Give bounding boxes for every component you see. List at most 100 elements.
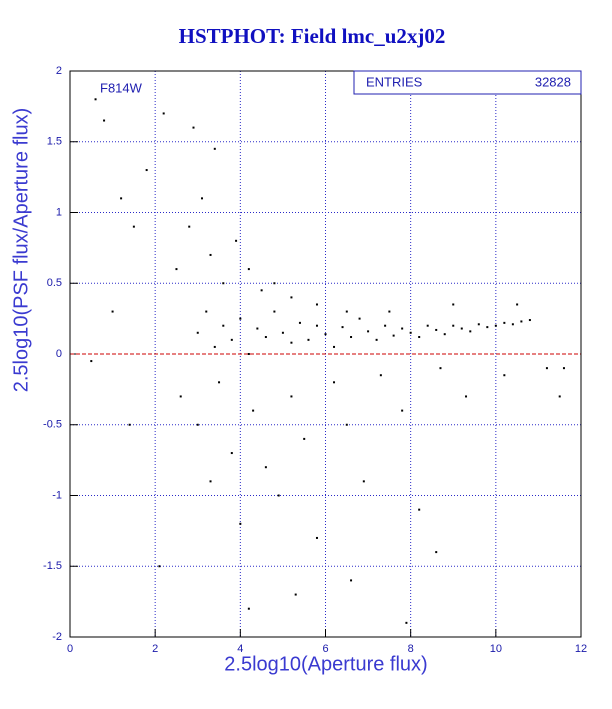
point (486, 326, 489, 329)
point (418, 508, 421, 511)
point (235, 239, 238, 242)
point (494, 324, 497, 327)
point (252, 409, 255, 412)
point (205, 310, 208, 313)
point (273, 310, 276, 313)
y-tick-label: 1 (56, 206, 62, 218)
point (175, 268, 178, 271)
x-tick-label: 8 (408, 643, 414, 655)
point (111, 310, 114, 313)
point (277, 494, 280, 497)
point (516, 303, 519, 306)
point (333, 381, 336, 384)
point (503, 321, 506, 324)
stats-value: 32828 (535, 74, 571, 89)
point (162, 112, 165, 115)
x-tick-label: 10 (490, 643, 502, 655)
point (439, 367, 442, 370)
point (239, 522, 242, 525)
point (230, 452, 233, 455)
point (201, 197, 204, 200)
point (367, 330, 370, 333)
point (345, 423, 348, 426)
point (264, 336, 267, 339)
y-tick-label: 2 (56, 65, 62, 77)
point (545, 367, 548, 370)
point (196, 423, 199, 426)
point (281, 331, 284, 334)
point (345, 310, 348, 313)
point (192, 126, 195, 129)
point (460, 327, 463, 330)
point (303, 437, 306, 440)
annotation: F814W (100, 80, 143, 95)
point (409, 331, 412, 334)
point (443, 333, 446, 336)
point (418, 336, 421, 339)
y-tick-label: 0 (56, 348, 62, 360)
x-tick-label: 4 (237, 643, 243, 655)
point (260, 289, 263, 292)
point (179, 395, 182, 398)
y-tick-label: 0.5 (47, 277, 62, 289)
point (350, 336, 353, 339)
y-tick-label: -0.5 (43, 419, 62, 431)
point (94, 98, 97, 101)
point (358, 317, 361, 320)
point (315, 536, 318, 539)
point (558, 395, 561, 398)
point (213, 147, 216, 150)
point (375, 338, 378, 341)
point (350, 579, 353, 582)
point (273, 282, 276, 285)
point (298, 321, 301, 324)
point (158, 565, 161, 568)
point (290, 296, 293, 299)
point (388, 310, 391, 313)
point (503, 374, 506, 377)
point (247, 268, 250, 271)
point (435, 328, 438, 331)
x-tick-label: 2 (152, 643, 158, 655)
point (401, 327, 404, 330)
point (520, 320, 523, 323)
y-tick-label: -2 (52, 631, 62, 643)
point (392, 334, 395, 337)
point (426, 324, 429, 327)
point (341, 326, 344, 329)
point (477, 323, 480, 326)
x-tick-label: 0 (67, 643, 73, 655)
point (213, 345, 216, 348)
point (307, 338, 310, 341)
point (218, 381, 221, 384)
point (209, 253, 212, 256)
point (435, 551, 438, 554)
plot-frame (69, 70, 582, 638)
point (333, 345, 336, 348)
point (90, 360, 93, 363)
point (196, 331, 199, 334)
point (132, 225, 135, 228)
point (222, 324, 225, 327)
stats-box (353, 70, 582, 95)
y-tick-label: 1.5 (47, 136, 62, 148)
point (362, 480, 365, 483)
point (379, 374, 382, 377)
point (384, 324, 387, 327)
y-tick-label: -1 (52, 489, 62, 501)
point (294, 593, 297, 596)
point (324, 333, 327, 336)
x-tick-label: 12 (575, 643, 587, 655)
x-axis-label: 2.5log10(Aperture flux) (224, 653, 427, 675)
point (452, 303, 455, 306)
chart-title: HSTPHOT: Field lmc_u2xj02 (179, 24, 446, 48)
point (401, 409, 404, 412)
point (239, 317, 242, 320)
point (145, 169, 148, 172)
point (290, 395, 293, 398)
point (511, 323, 514, 326)
point (290, 341, 293, 344)
point (128, 423, 131, 426)
point (562, 367, 565, 370)
